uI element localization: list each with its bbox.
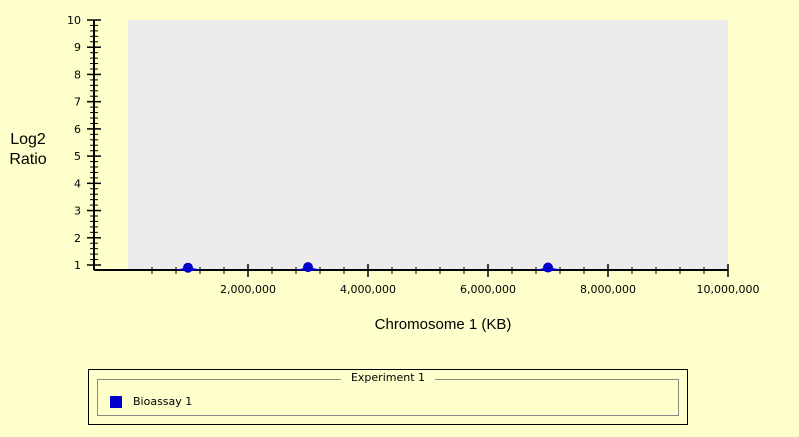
y-axis-label-line-2: Ratio	[9, 151, 46, 168]
x-tick-label: 2,000,000	[220, 283, 276, 296]
y-axis-label-line-1: Log2	[10, 131, 46, 148]
y-tick-label: 1	[74, 259, 81, 272]
x-axis-label: Chromosome 1 (KB)	[375, 316, 512, 333]
y-axis: 1 2 3 4 5 6 7 8 9 10	[67, 14, 101, 272]
legend-group: Experiment 1 Bioassay 1	[97, 371, 679, 416]
legend-swatch	[110, 395, 122, 408]
legend-item: Bioassay 1	[110, 395, 192, 408]
y-tick-label: 7	[74, 96, 81, 109]
y-tick-label: 5	[74, 150, 81, 163]
y-tick-label: 9	[74, 41, 81, 54]
legend: Experiment 1 Bioassay 1	[88, 369, 688, 425]
y-tick-label: 6	[74, 123, 81, 136]
data-point	[543, 262, 553, 273]
plot-area	[128, 20, 728, 270]
y-tick-label: 10	[67, 14, 81, 27]
legend-title: Experiment 1	[340, 371, 436, 384]
legend-label: Bioassay 1	[133, 395, 193, 408]
chart: 1 2 3 4 5 6 7 8 9 10 2,000,000 4,000,000 6,000,000 8…	[9, 14, 759, 333]
y-tick-label: 2	[74, 232, 81, 245]
data-point	[303, 262, 313, 273]
y-tick-label: 3	[74, 205, 81, 218]
x-tick-label: 10,000,000	[697, 283, 760, 296]
data-points	[176, 262, 562, 273]
x-tick-label: 4,000,000	[340, 283, 396, 296]
y-tick-label: 4	[74, 177, 81, 190]
data-point	[183, 262, 193, 273]
x-tick-label: 6,000,000	[460, 283, 516, 296]
x-tick-label: 8,000,000	[580, 283, 636, 296]
x-axis: 2,000,000 4,000,000 6,000,000 8,000,000 10,0…	[94, 264, 759, 296]
y-tick-label: 8	[74, 68, 81, 81]
